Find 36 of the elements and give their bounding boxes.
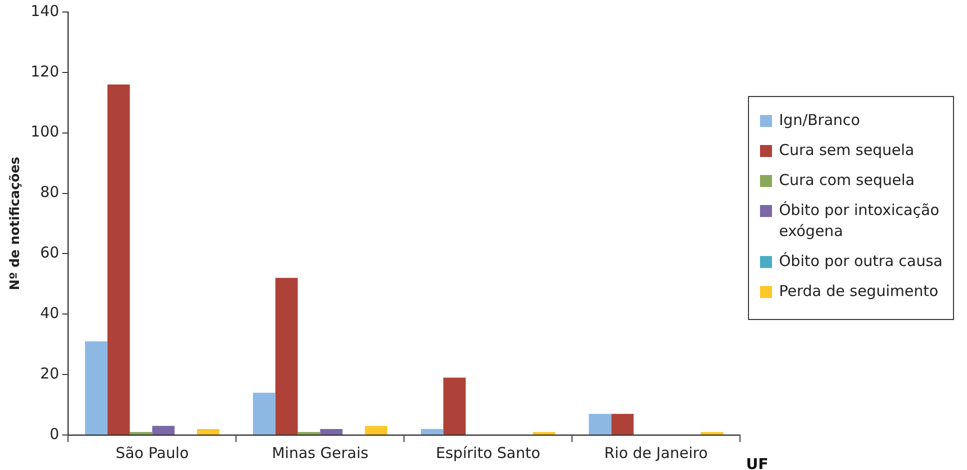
y-tick-label: 80 xyxy=(40,183,60,202)
y-tick-label: 60 xyxy=(40,244,60,262)
bar xyxy=(700,432,724,434)
bar xyxy=(130,432,152,434)
y-tick-label: 40 xyxy=(40,304,60,322)
bar xyxy=(196,428,220,434)
bar xyxy=(611,414,634,434)
y-tick-label: 140 xyxy=(30,2,60,20)
y-tick-label: 100 xyxy=(30,122,60,141)
bar xyxy=(85,341,108,434)
x-tick-label: Espírito Santo xyxy=(436,444,540,462)
y-tick-label: 20 xyxy=(40,364,60,382)
legend-label: Cura com sequela xyxy=(779,170,915,191)
x-tick-label: Minas Gerais xyxy=(272,444,369,462)
y-tick-label: 120 xyxy=(30,62,60,80)
bar xyxy=(107,84,130,434)
legend-label: Ign/Branco xyxy=(779,110,860,131)
bar xyxy=(443,378,466,434)
x-axis-title: UF xyxy=(746,454,768,470)
y-axis-title: Nº de notificações xyxy=(8,156,24,290)
y-tick-label: 0 xyxy=(50,424,60,443)
bar xyxy=(420,428,444,434)
bar xyxy=(532,432,556,434)
legend-label: Perda de seguimento xyxy=(779,281,938,302)
bar xyxy=(252,392,276,434)
x-tick-label: Rio de Janeiro xyxy=(604,444,708,462)
legend-label: Óbito por outra causa xyxy=(779,251,943,272)
legend-label: Cura sem sequela xyxy=(779,140,914,161)
bar xyxy=(298,432,320,434)
bar xyxy=(275,278,298,434)
x-tick-label: São Paulo xyxy=(116,444,189,462)
bar xyxy=(152,426,175,434)
bar xyxy=(320,428,343,434)
bar xyxy=(364,426,388,434)
bar xyxy=(588,414,612,434)
legend-label: Óbito por intoxicação exógena xyxy=(779,200,940,242)
